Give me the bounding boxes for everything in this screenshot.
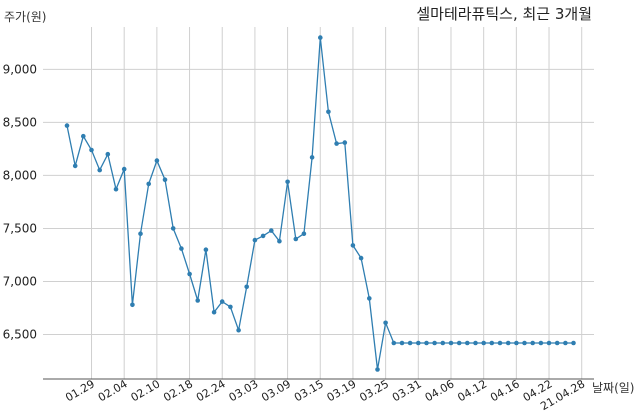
data-point (113, 186, 119, 192)
data-point (407, 340, 413, 346)
x-tick-label: 03.19 (325, 377, 359, 404)
x-axis-label: 날짜(일) (592, 381, 634, 395)
data-point (187, 271, 192, 277)
data-point (448, 340, 454, 346)
data-point (301, 231, 307, 236)
data-point (285, 179, 290, 185)
data-point (554, 340, 560, 346)
data-point (130, 302, 135, 308)
x-tick-label: 03.31 (390, 377, 424, 404)
y-tick-label: 8,500 (3, 115, 37, 129)
data-point (489, 340, 495, 346)
data-point (432, 340, 437, 346)
y-tick-label: 7,500 (3, 221, 37, 235)
x-tick-label: 03.15 (292, 377, 326, 404)
data-point (546, 340, 552, 346)
y-tick-label: 6,500 (3, 327, 37, 341)
x-tick-labels: 01.2902.0402.1002.1802.2403.0303.0903.15… (63, 377, 587, 413)
data-point (473, 340, 478, 346)
chart-title: 셀마테라퓨틱스, 최근 3개월 (416, 5, 592, 23)
x-tick-label: 01.29 (63, 377, 97, 404)
x-tick-label: 02.24 (194, 377, 228, 404)
data-point (522, 340, 527, 346)
data-point (146, 181, 151, 187)
series-layer (64, 35, 576, 372)
data-point (72, 163, 78, 169)
data-point (228, 304, 233, 310)
data-point (383, 320, 388, 326)
data-point (170, 226, 176, 231)
x-tick-label: 02.18 (161, 377, 195, 404)
data-point (211, 309, 217, 315)
data-point (505, 340, 511, 346)
data-point (342, 140, 348, 145)
y-tick-labels: 6,500 7,000 7,500 8,000 8,500 9,000 (3, 62, 37, 341)
data-point (367, 296, 372, 301)
data-point (269, 228, 274, 233)
data-point (358, 255, 364, 261)
x-tick-label: 04.16 (488, 377, 522, 404)
data-point (81, 133, 86, 139)
data-point (252, 237, 258, 243)
data-point (375, 367, 380, 372)
data-point (326, 109, 331, 115)
x-tick-label: 02.10 (129, 377, 163, 404)
x-tick-label: 02.04 (96, 377, 130, 404)
data-point (105, 151, 111, 157)
x-tick-label: 04.12 (455, 377, 489, 404)
data-point (571, 340, 576, 346)
data-point (219, 299, 225, 304)
y-tick-label: 7,000 (3, 274, 37, 288)
data-point (162, 177, 168, 182)
data-point (293, 236, 299, 242)
x-tick-label: 03.09 (259, 377, 293, 404)
x-tick-label: 03.03 (227, 377, 261, 404)
data-point (465, 340, 470, 346)
y-axis-label: 주가(원) (4, 10, 46, 24)
data-point (236, 327, 241, 333)
data-point (456, 340, 462, 346)
data-point (179, 246, 184, 251)
data-point (64, 123, 70, 128)
data-point (497, 340, 503, 346)
data-point (97, 167, 102, 173)
data-point (514, 340, 519, 346)
data-point (416, 340, 421, 346)
data-point (121, 166, 127, 172)
y-tick-label: 8,000 (3, 168, 37, 182)
data-point (277, 238, 282, 244)
data-point (334, 141, 339, 146)
data-point (318, 35, 323, 40)
data-point (399, 340, 405, 346)
data-point (481, 340, 487, 346)
data-point (138, 231, 143, 236)
data-point (260, 233, 266, 239)
data-point (244, 284, 249, 290)
data-point (440, 340, 446, 346)
data-point (89, 147, 94, 153)
data-point (538, 340, 544, 346)
data-point (203, 247, 209, 252)
data-point (391, 340, 397, 346)
x-tick-label: 04.06 (423, 377, 457, 404)
data-point (424, 340, 429, 346)
data-point (309, 155, 315, 160)
data-point (154, 158, 160, 163)
x-tick-label: 03.25 (357, 377, 391, 404)
data-point (195, 298, 200, 303)
data-point (563, 340, 568, 346)
data-point (530, 340, 535, 346)
y-tick-label: 9,000 (3, 62, 37, 76)
data-point (350, 243, 356, 248)
